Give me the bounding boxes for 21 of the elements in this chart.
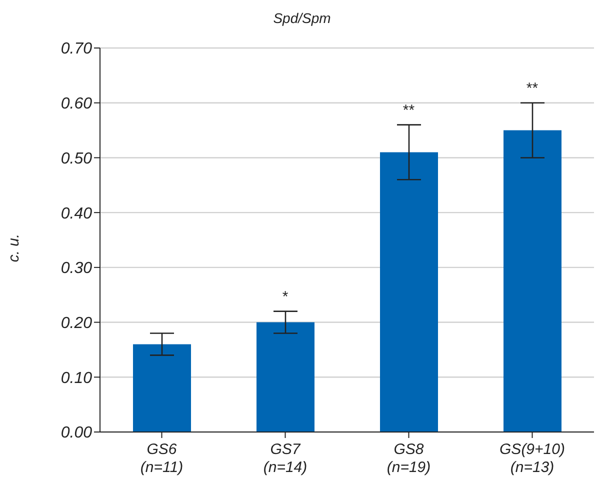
- y-tick-label: 0.50: [60, 150, 92, 168]
- x-tick-label: GS6 (n=11): [140, 441, 184, 476]
- bar: [133, 344, 191, 432]
- y-tick-label: 0.40: [60, 205, 92, 222]
- annotation: *: [282, 288, 288, 306]
- y-tick-label: 0.30: [60, 260, 92, 278]
- y-tick-label: 0.70: [60, 40, 92, 58]
- bar: [256, 322, 314, 432]
- annotation: **: [526, 80, 538, 97]
- bar: [504, 130, 562, 432]
- y-tick-label: 0.60: [60, 96, 92, 113]
- x-tick-label: GS7 (n=14): [263, 441, 308, 476]
- y-axis-title: c. u.: [6, 234, 23, 262]
- bar: [380, 152, 438, 432]
- chart-title: Spd/Spm: [272, 10, 332, 26]
- x-tick-label: GS8 (n=19): [386, 441, 431, 476]
- y-tick-label: 0.10: [60, 370, 92, 387]
- x-tick-label: GS(9+10) (n=13): [500, 441, 565, 476]
- y-tick-label: 0.00: [60, 424, 92, 442]
- annotation: **: [402, 102, 415, 119]
- y-tick-label: 0.20: [60, 314, 92, 332]
